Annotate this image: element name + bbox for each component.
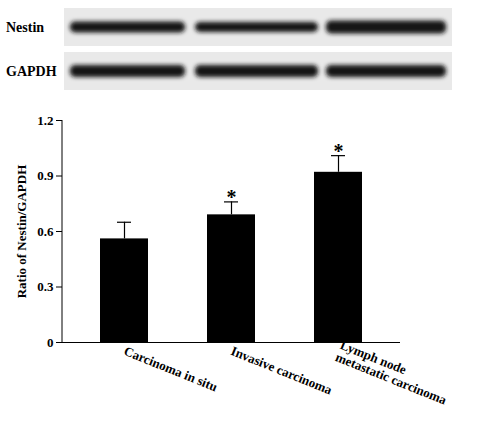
- svg-text:*: *: [334, 140, 344, 162]
- svg-text:Invasive carcinoma: Invasive carcinoma: [229, 343, 335, 397]
- svg-text:0.9: 0.9: [37, 168, 54, 183]
- svg-text:Carcinoma in situ: Carcinoma in situ: [122, 343, 220, 394]
- svg-text:Lymph nodemetastatic carcinoma: Lymph nodemetastatic carcinoma: [333, 337, 454, 408]
- svg-text:Ratio of Nestin/GAPDH: Ratio of Nestin/GAPDH: [14, 165, 29, 299]
- svg-text:0.6: 0.6: [37, 224, 54, 239]
- svg-text:GAPDH: GAPDH: [6, 64, 57, 79]
- svg-text:*: *: [227, 186, 237, 208]
- svg-text:1.2: 1.2: [37, 113, 53, 128]
- svg-text:0.3: 0.3: [37, 279, 54, 294]
- svg-text:Nestin: Nestin: [6, 20, 44, 35]
- svg-text:0: 0: [47, 335, 54, 350]
